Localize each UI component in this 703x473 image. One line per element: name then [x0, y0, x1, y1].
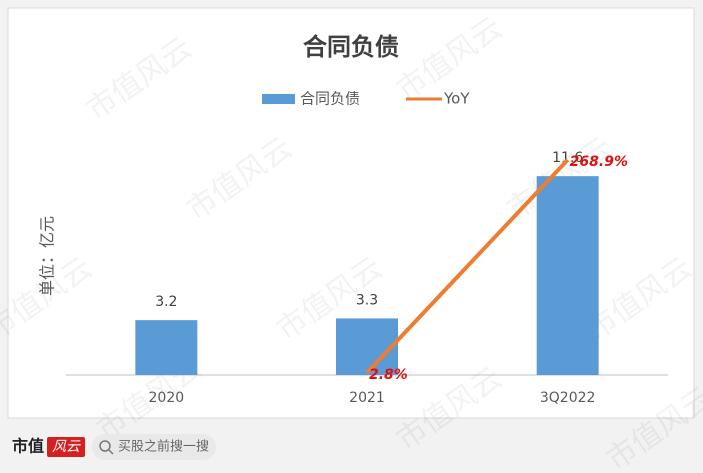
bar [536, 176, 599, 375]
chart-title: 合同负债 [303, 33, 399, 61]
data-label: 11.6 [552, 150, 583, 166]
logo-badge: 风云 [52, 439, 81, 455]
data-label: 2.8% [369, 367, 408, 383]
logo: 市值 [12, 437, 44, 456]
search-icon [99, 440, 111, 452]
x-tick-label: 2021 [349, 390, 385, 406]
data-label: 268.9% [570, 154, 628, 170]
plot: 2020 2021 3Q2022 合同负债 YoY 3.2 3.3 11.6 2.8% 268.9… [135, 90, 628, 406]
legend-label: 合同负债 [300, 90, 360, 108]
search-icon-handle [108, 449, 114, 455]
bar [135, 320, 198, 375]
x-tick-label: 3Q2022 [540, 390, 596, 406]
x-tick-label: 2020 [149, 390, 185, 406]
footer: 市值 风云 买股之前搜一搜 [12, 434, 216, 460]
logo-badge-bg [47, 437, 85, 457]
legend-swatch [262, 94, 295, 104]
legend-label: YoY [443, 90, 470, 108]
bar [336, 318, 398, 375]
y-axis-label: 单位：亿元 [38, 216, 57, 296]
data-label: 3.2 [155, 294, 177, 310]
search-box[interactable] [92, 434, 216, 460]
data-label: 3.3 [356, 292, 378, 308]
line [365, 158, 570, 375]
search-placeholder: 买股之前搜一搜 [118, 439, 209, 455]
